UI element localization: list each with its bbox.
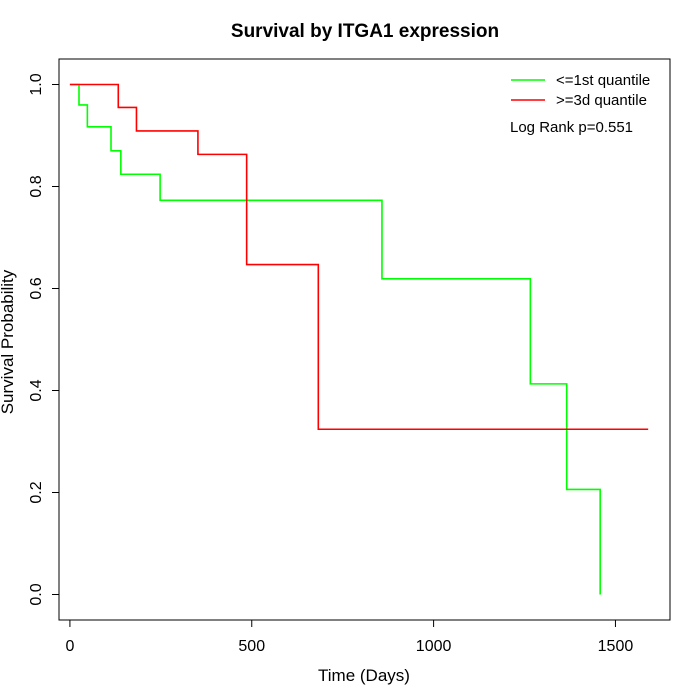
y-tick-label: 0.2	[28, 481, 45, 503]
y-tick-label: 0.6	[28, 277, 45, 299]
x-tick-label: 1000	[416, 638, 452, 655]
y-tick-label: 0.0	[28, 583, 45, 605]
y-tick-label: 0.8	[28, 175, 45, 197]
y-tick-label: 0.4	[28, 379, 45, 401]
series-line-1	[69, 83, 649, 431]
y-axis: 0.0 0.2 0.4 0.6 0.8 1.0	[28, 73, 60, 606]
x-tick-label: 0	[65, 638, 74, 655]
x-tick-label: 1500	[598, 638, 634, 655]
y-axis-label: Survival Probability	[0, 269, 17, 414]
plot-frame	[58, 58, 671, 621]
chart-title: Survival by ITGA1 expression	[231, 21, 499, 42]
log-rank-annotation: Log Rank p=0.551	[510, 119, 633, 136]
legend-label: >=3d quantile	[556, 92, 647, 109]
series-layer	[69, 83, 649, 595]
legend-label: <=1st quantile	[556, 72, 650, 89]
x-axis: 0 500 1000 1500	[65, 619, 634, 655]
legend: <=1st quantile >=3d quantile	[511, 72, 650, 109]
x-tick-label: 500	[238, 638, 265, 655]
x-axis-label: Time (Days)	[318, 666, 410, 685]
series-line-0	[69, 83, 601, 595]
y-tick-label: 1.0	[28, 73, 45, 95]
